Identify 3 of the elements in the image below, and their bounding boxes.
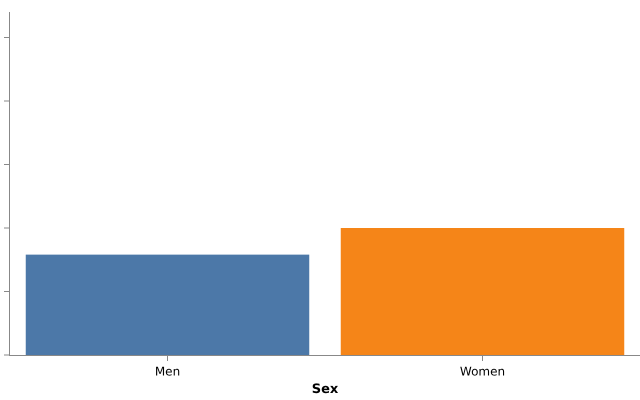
x-tick-label: Men xyxy=(154,364,180,378)
x-tick-label: Women xyxy=(460,364,506,378)
x-axis-title: Sex xyxy=(312,382,339,397)
